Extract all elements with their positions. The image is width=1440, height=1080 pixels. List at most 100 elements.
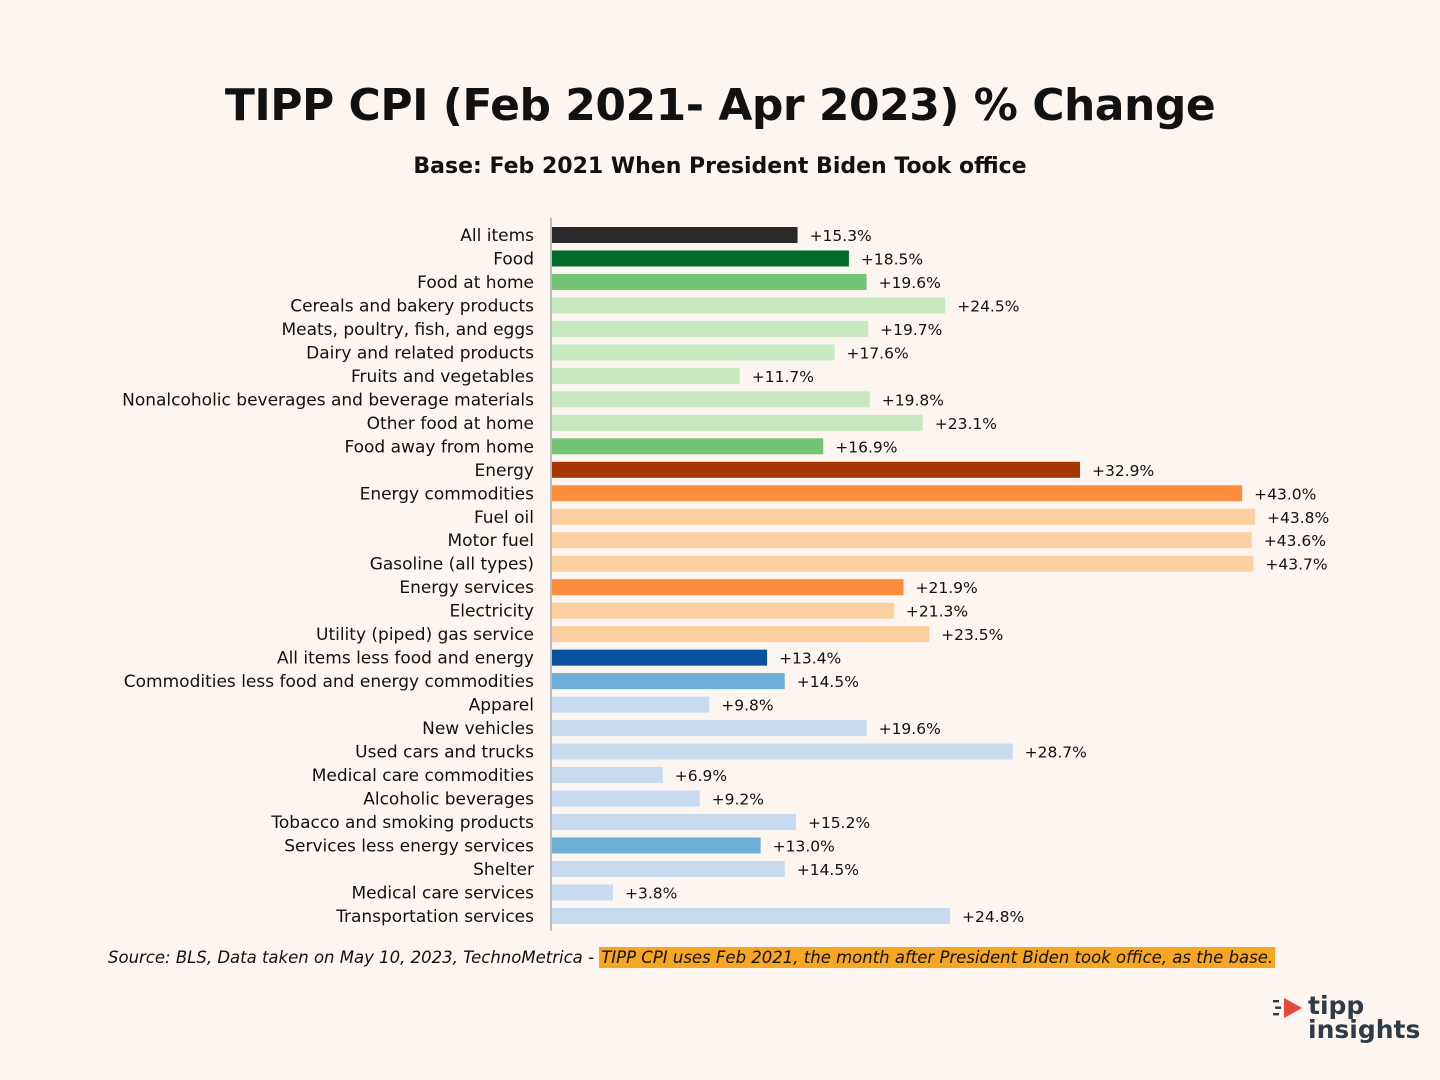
category-label: Electricity: [450, 602, 534, 622]
category-label: All items less food and energy: [277, 649, 534, 669]
value-label: +24.5%: [957, 297, 1019, 315]
bar: [552, 250, 849, 267]
value-label: +13.4%: [779, 650, 841, 668]
value-label: +13.0%: [773, 837, 835, 855]
value-label: +28.7%: [1025, 744, 1087, 762]
logo-line-1: tipp: [1308, 991, 1365, 1020]
bar: [552, 273, 867, 290]
value-label: +21.9%: [916, 579, 978, 597]
value-label: +14.5%: [797, 673, 859, 691]
category-label: Medical care commodities: [312, 766, 534, 786]
value-label: +24.8%: [962, 908, 1024, 926]
category-label: Food at home: [417, 273, 534, 293]
value-label: +43.7%: [1265, 556, 1327, 574]
category-label: Apparel: [469, 696, 534, 716]
value-label: +19.8%: [882, 391, 944, 409]
category-label: Energy: [474, 461, 534, 481]
category-label: Alcoholic beverages: [363, 790, 534, 810]
chart-subtitle: Base: Feb 2021 When President Biden Took…: [413, 154, 1027, 179]
value-label: +43.8%: [1267, 509, 1329, 527]
category-label: Food: [493, 249, 534, 269]
category-label: Transportation services: [335, 907, 534, 927]
value-label: +15.2%: [808, 814, 870, 832]
bar: [552, 907, 951, 924]
value-label: +3.8%: [625, 884, 677, 902]
bar: [552, 884, 613, 901]
value-label: +16.9%: [835, 438, 897, 456]
value-label: +23.1%: [935, 415, 997, 433]
bar: [552, 837, 761, 854]
bar: [552, 414, 923, 431]
bar: [552, 860, 785, 877]
bar: [552, 461, 1081, 478]
bar: [552, 814, 796, 830]
category-label: Services less energy services: [284, 836, 534, 856]
bar: [552, 532, 1252, 549]
value-label: +14.5%: [797, 861, 859, 879]
logo-text: tipp insights: [1308, 991, 1421, 1044]
bar: [552, 485, 1243, 502]
value-label: +43.6%: [1264, 532, 1326, 550]
tipp-insights-logo: tipp insights: [1268, 991, 1428, 1050]
category-label: Fuel oil: [474, 508, 534, 528]
bar: [552, 696, 710, 713]
value-label: +21.3%: [906, 603, 968, 621]
source-prefix: Source: BLS, Data taken on May 10, 2023,…: [108, 948, 600, 967]
category-label: Shelter: [473, 860, 534, 880]
value-label: +19.6%: [879, 720, 941, 738]
source-note: Source: BLS, Data taken on May 10, 2023,…: [108, 947, 1276, 968]
bar: [552, 391, 870, 408]
logo-arrow-icon: [1273, 998, 1302, 1018]
bar: [552, 602, 894, 619]
bar: [552, 555, 1254, 572]
category-label: Cereals and bakery products: [290, 296, 534, 316]
bar: [552, 579, 904, 596]
category-label: Fruits and vegetables: [351, 367, 534, 387]
value-label: +11.7%: [752, 368, 814, 386]
category-label: Commodities less food and energy commodi…: [124, 672, 534, 692]
bar: [552, 767, 663, 784]
value-label: +17.6%: [846, 344, 908, 362]
value-label: +9.8%: [721, 697, 773, 715]
bar: [552, 720, 867, 737]
bar: [552, 438, 824, 455]
value-label: +18.5%: [861, 250, 923, 268]
source-highlight: TIPP CPI uses Feb 2021, the month after …: [599, 947, 1276, 968]
bar: [552, 626, 930, 643]
bar: [552, 649, 768, 666]
value-label: +19.6%: [879, 274, 941, 292]
bar: [552, 344, 835, 361]
value-label: +6.9%: [675, 767, 727, 785]
logo-line-2: insights: [1308, 1015, 1421, 1044]
bar: [552, 743, 1013, 760]
category-label: Dairy and related products: [306, 343, 534, 363]
chart-title: TIPP CPI (Feb 2021- Apr 2023) % Change: [224, 80, 1216, 131]
bar: [552, 508, 1255, 525]
category-label: Utility (piped) gas service: [316, 625, 534, 645]
category-label: Tobacco and smoking products: [270, 813, 534, 833]
category-label: Motor fuel: [448, 531, 534, 551]
bar: [552, 320, 869, 337]
value-label: +23.5%: [941, 626, 1003, 644]
bar: [552, 673, 785, 690]
category-label: Food away from home: [344, 437, 534, 457]
value-label: +19.7%: [880, 321, 942, 339]
category-label: Meats, poultry, fish, and eggs: [281, 320, 534, 340]
category-label: Energy commodities: [360, 484, 535, 504]
category-label: Used cars and trucks: [355, 743, 534, 763]
category-label: Medical care services: [351, 883, 534, 903]
bar: [552, 297, 946, 314]
bar: [552, 790, 700, 807]
category-label: Gasoline (all types): [370, 555, 534, 575]
category-label: New vehicles: [422, 719, 534, 739]
value-label: +32.9%: [1092, 462, 1154, 480]
value-label: +43.0%: [1254, 485, 1316, 503]
category-label: Energy services: [399, 578, 534, 598]
bar: [552, 227, 798, 243]
category-label: Other food at home: [367, 414, 534, 434]
category-label: Nonalcoholic beverages and beverage mate…: [122, 390, 534, 410]
category-label: All items: [460, 226, 534, 246]
value-label: +9.2%: [712, 791, 764, 809]
value-label: +15.3%: [810, 227, 872, 245]
